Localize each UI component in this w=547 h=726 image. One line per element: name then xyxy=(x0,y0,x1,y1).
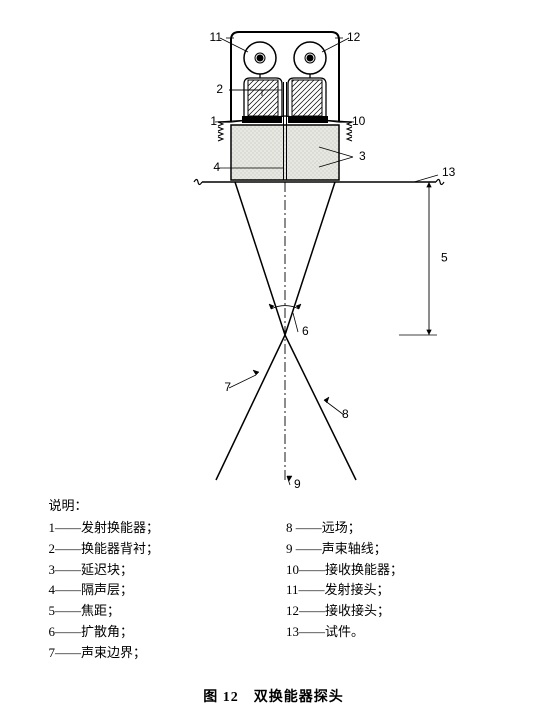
legend-item: 4——隔声层； xyxy=(49,580,287,601)
svg-text:9: 9 xyxy=(294,477,301,491)
svg-text:10: 10 xyxy=(352,114,366,128)
legend-item: 8 ——远场； xyxy=(286,518,524,539)
legend-item: 11——发射接头； xyxy=(286,580,524,601)
legend-item: 7——声束边界； xyxy=(49,643,287,664)
svg-text:1: 1 xyxy=(210,114,217,128)
svg-text:8: 8 xyxy=(342,407,349,421)
svg-text:13: 13 xyxy=(442,165,456,179)
legend-item: 3——延迟块； xyxy=(49,560,287,581)
legend-title: 说明： xyxy=(49,495,524,514)
legend-item: 9 ——声束轴线； xyxy=(286,539,524,560)
legend-item: 13——试件。 xyxy=(286,622,524,643)
legend-item: 10——接收换能器； xyxy=(286,560,524,581)
svg-text:11: 11 xyxy=(209,30,222,44)
legend-item: 12——接收接头； xyxy=(286,601,524,622)
svg-text:12: 12 xyxy=(347,30,361,44)
svg-text:5: 5 xyxy=(441,251,448,265)
diagram-svg: 5 11 12 2 1 10 3 4 13 6 7 8 9 xyxy=(24,20,524,495)
svg-text:6: 6 xyxy=(302,324,309,338)
svg-text:3: 3 xyxy=(359,149,366,163)
svg-text:4: 4 xyxy=(213,160,220,174)
figure-caption: 图 12 双换能器探头 xyxy=(24,686,524,706)
legend-item: 5——焦距； xyxy=(49,601,287,622)
svg-text:7: 7 xyxy=(224,380,231,394)
legend-item: 2——换能器背衬； xyxy=(49,539,287,560)
svg-text:2: 2 xyxy=(216,82,223,96)
legend-item: 6——扩散角； xyxy=(49,622,287,643)
legend: 说明： 1——发射换能器；2——换能器背衬；3——延迟块；4——隔声层；5——焦… xyxy=(49,495,524,664)
legend-column-left: 1——发射换能器；2——换能器背衬；3——延迟块；4——隔声层；5——焦距；6—… xyxy=(49,518,287,664)
figure-container: 5 11 12 2 1 10 3 4 13 6 7 8 9 说明： 1——发射换能器；2——换能器背衬；… xyxy=(24,20,524,706)
legend-item: 1——发射换能器； xyxy=(49,518,287,539)
legend-column-right: 8 ——远场；9 ——声束轴线；10——接收换能器；11——发射接头；12——接… xyxy=(286,518,524,664)
